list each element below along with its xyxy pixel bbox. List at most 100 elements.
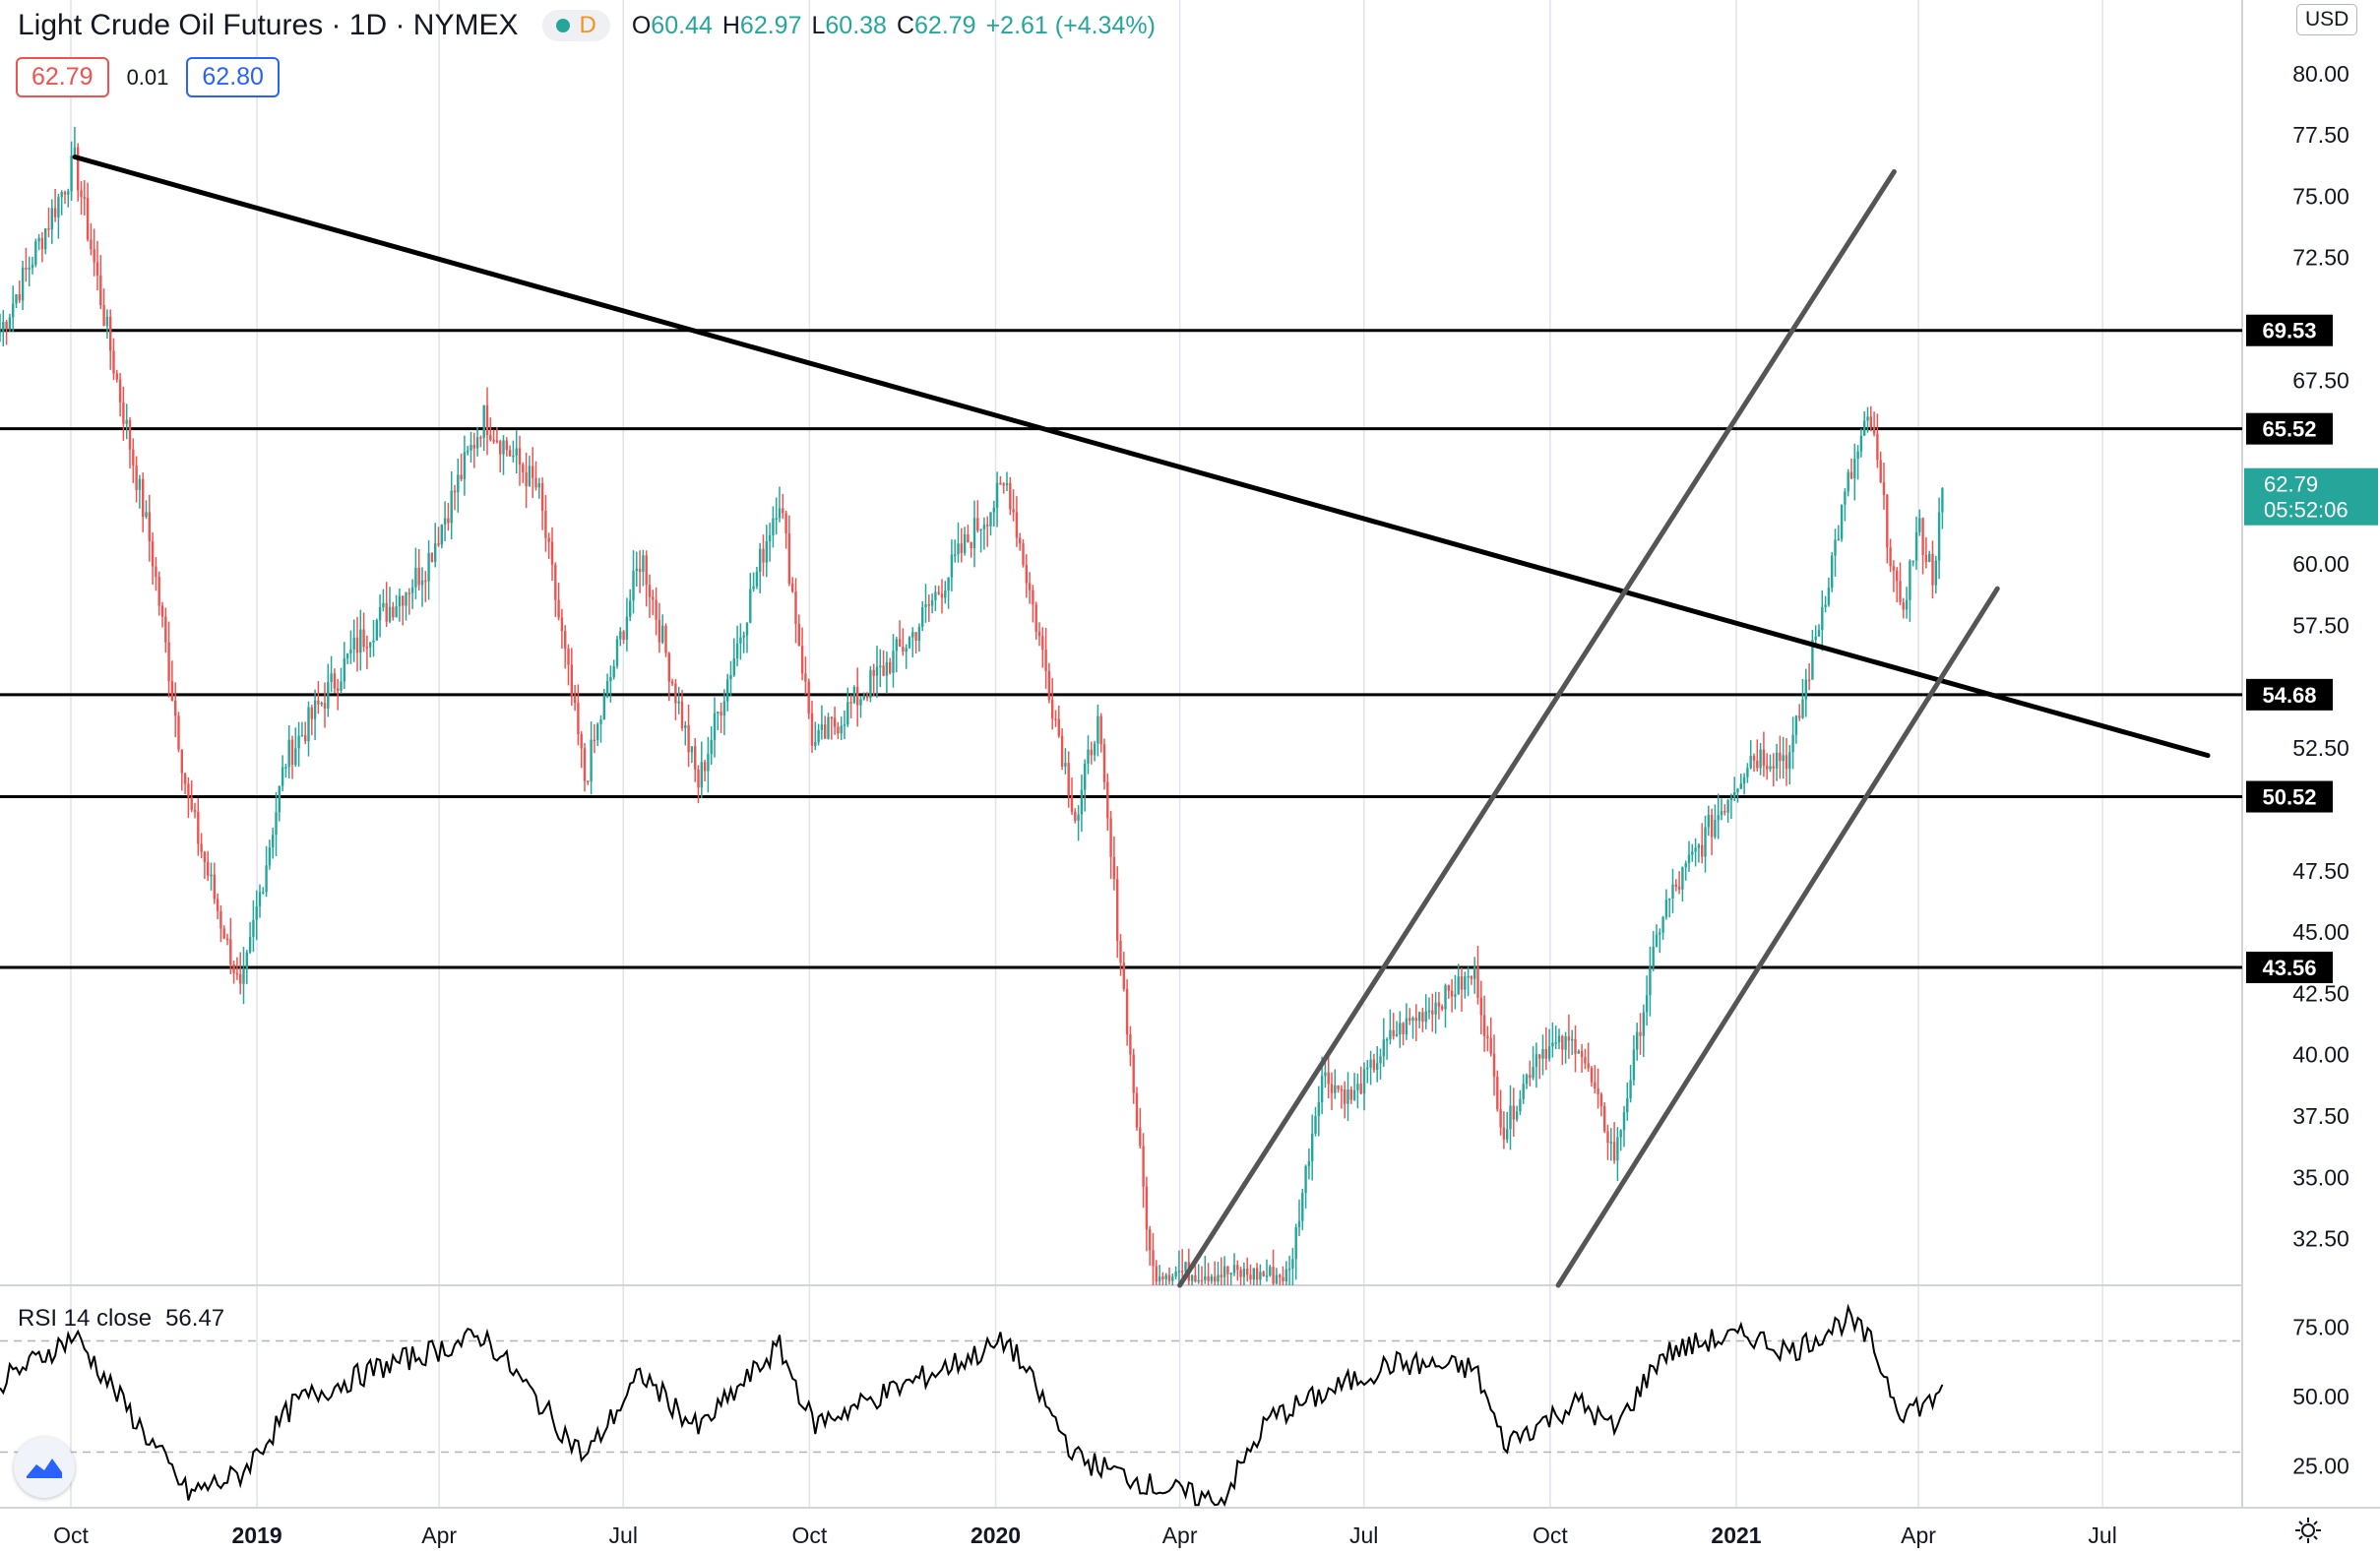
- candle-body: [1284, 1269, 1287, 1281]
- candle-body: [1849, 471, 1853, 479]
- candle-body: [1427, 1010, 1431, 1013]
- candle-body: [820, 724, 824, 730]
- candle-body: [304, 735, 307, 742]
- candle-body: [115, 373, 118, 380]
- candle-body: [502, 440, 505, 455]
- candle-body: [430, 552, 434, 562]
- candle-body: [1794, 715, 1798, 735]
- candle-body: [1444, 985, 1447, 1010]
- candle-body: [609, 677, 612, 682]
- candle-body: [1807, 679, 1811, 682]
- candle-body: [343, 658, 345, 682]
- candle-body: [1723, 811, 1726, 813]
- price-axis-label: 57.50: [2292, 613, 2349, 639]
- candle-body: [1414, 1018, 1417, 1022]
- candle-body: [1158, 1276, 1161, 1282]
- candle-body: [1499, 1109, 1502, 1128]
- candle-body: [547, 537, 550, 542]
- candle-body: [1236, 1265, 1239, 1271]
- rsi-line[interactable]: [0, 1303, 1944, 1508]
- price-axis-label: 67.50: [2292, 367, 2349, 393]
- candle-body: [661, 625, 664, 643]
- candle-body: [1389, 1029, 1392, 1040]
- candle-body: [1437, 1002, 1441, 1007]
- candle-body: [219, 910, 222, 929]
- candle-body: [40, 237, 44, 250]
- candle-body: [405, 592, 407, 606]
- candle-body: [687, 724, 690, 753]
- price-axis-label: 72.50: [2292, 245, 2349, 271]
- candle-body: [1450, 990, 1454, 997]
- status-pill[interactable]: D: [541, 10, 610, 41]
- candle-body: [1279, 1274, 1282, 1277]
- candle-body: [300, 735, 304, 737]
- candle-body: [759, 548, 762, 572]
- candle-body: [1866, 416, 1869, 421]
- candle-body: [1886, 494, 1889, 548]
- candle-body: [1269, 1267, 1272, 1276]
- candle-body: [619, 631, 622, 640]
- candle-body: [1664, 900, 1668, 917]
- settings-gear-icon[interactable]: [2293, 1516, 2323, 1545]
- candle-body: [1041, 636, 1044, 651]
- candle-body: [492, 440, 495, 442]
- candle-body: [1769, 766, 1772, 770]
- candle-body: [210, 874, 213, 877]
- currency-button[interactable]: USD: [2296, 4, 2358, 35]
- candle-body: [512, 455, 515, 458]
- candle-body: [1093, 743, 1096, 756]
- candle-body: [1025, 565, 1028, 584]
- candle-body: [359, 629, 362, 653]
- candle-body: [889, 661, 892, 673]
- candle-body: [1652, 946, 1655, 967]
- candle-body: [1905, 599, 1909, 610]
- candle-body: [1002, 483, 1005, 486]
- price-axis-label: 40.00: [2292, 1042, 2349, 1068]
- candle-body: [1544, 1048, 1547, 1059]
- sell-price-button[interactable]: 62.79: [16, 57, 109, 97]
- candle-body: [703, 762, 707, 772]
- candle-body: [800, 646, 804, 674]
- buy-price-button[interactable]: 62.80: [186, 57, 280, 97]
- candle-body: [612, 665, 615, 678]
- candle-body: [784, 513, 787, 533]
- candle-body: [1844, 491, 1847, 505]
- candle-body: [534, 477, 537, 488]
- candle-body: [892, 651, 895, 673]
- candle-body: [1859, 435, 1863, 452]
- candle-body: [1349, 1089, 1352, 1100]
- ascending-channel-line[interactable]: [1177, 168, 1897, 1288]
- candle-body: [528, 466, 532, 487]
- ascending-channel-line[interactable]: [1555, 586, 2000, 1288]
- candle-body: [1840, 504, 1844, 539]
- candle-body: [313, 700, 317, 719]
- candle-body: [323, 703, 327, 709]
- candle-body: [112, 350, 115, 374]
- candle-body: [392, 606, 395, 618]
- rsi-axis-label: 75.00: [2292, 1314, 2349, 1339]
- descending-trendline[interactable]: [72, 155, 2211, 759]
- rsi-axis-label: 50.00: [2292, 1384, 2349, 1409]
- candle-body: [882, 665, 885, 676]
- candle-body: [1489, 1037, 1492, 1054]
- candle-body: [810, 713, 814, 746]
- candle-body: [170, 681, 174, 701]
- candle-body: [37, 237, 40, 242]
- candle-body: [287, 739, 290, 768]
- candle-body: [755, 571, 759, 587]
- x-tick-label: Apr: [1162, 1522, 1198, 1548]
- symbol-title[interactable]: Light Crude Oil Futures · 1D · NYMEX: [18, 9, 519, 41]
- candle-body: [44, 228, 47, 250]
- candle-body: [1074, 811, 1077, 822]
- level-price-label: 50.52: [2262, 785, 2316, 810]
- rsi-legend[interactable]: RSI 14 close 56.47: [18, 1305, 224, 1333]
- tradingview-logo-icon[interactable]: [14, 1437, 75, 1498]
- candle-body: [1896, 570, 1899, 582]
- candle-body: [875, 666, 879, 676]
- x-tick-label: Oct: [791, 1522, 827, 1548]
- candle-body: [1441, 1006, 1444, 1010]
- candle-body: [1827, 588, 1831, 605]
- candle-body: [797, 623, 800, 647]
- candle-body: [1222, 1266, 1226, 1277]
